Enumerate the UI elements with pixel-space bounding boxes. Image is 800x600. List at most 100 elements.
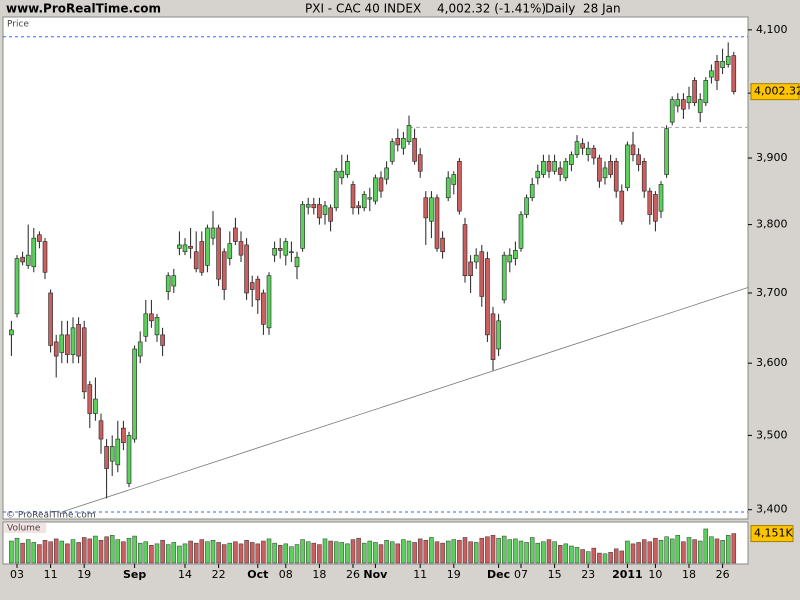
candle-body bbox=[440, 237, 445, 253]
volume-bar bbox=[70, 539, 76, 564]
volume-bar bbox=[641, 539, 647, 564]
candle-body bbox=[283, 241, 289, 256]
volume-bar bbox=[210, 540, 216, 564]
volume-bar bbox=[311, 542, 317, 564]
candle-body bbox=[272, 248, 277, 256]
volume-bar bbox=[37, 544, 42, 564]
volume-bar bbox=[725, 535, 731, 564]
candle-body bbox=[132, 348, 137, 440]
volume-bar bbox=[272, 542, 277, 564]
volume-bar bbox=[591, 547, 597, 564]
candle-body bbox=[692, 80, 697, 104]
candle-body bbox=[277, 248, 283, 251]
volume-bar bbox=[686, 537, 692, 564]
volume-bar bbox=[619, 550, 625, 564]
candle-body bbox=[445, 177, 451, 199]
candle-body bbox=[389, 141, 395, 162]
last-price-tag bbox=[750, 83, 800, 101]
x-tick-label: 08 bbox=[279, 568, 293, 581]
volume-bar bbox=[188, 540, 193, 564]
candle-body bbox=[104, 446, 109, 469]
volume-bar bbox=[692, 539, 697, 564]
volume-bar bbox=[395, 543, 401, 564]
volume-bar bbox=[703, 528, 709, 564]
x-tick-label: 07 bbox=[514, 568, 528, 581]
candle-body bbox=[339, 170, 345, 179]
volume-bar bbox=[137, 542, 143, 564]
volume-bar bbox=[434, 541, 440, 564]
volume-bar bbox=[675, 535, 681, 564]
volume-bar bbox=[457, 540, 462, 564]
volume-title: Volume bbox=[7, 524, 41, 534]
volume-bar bbox=[104, 536, 109, 564]
volume-bar bbox=[266, 538, 272, 564]
volume-bar bbox=[714, 538, 720, 564]
candle-body bbox=[182, 244, 188, 253]
candle-body bbox=[630, 144, 636, 156]
volume-bar bbox=[216, 542, 221, 564]
y-tick-label: 3,600 bbox=[756, 356, 788, 369]
copyright: © ProRealTime.com bbox=[6, 511, 96, 521]
last-change: 4,002.32 (-1.41%) bbox=[437, 2, 546, 16]
x-tick-label: 11 bbox=[44, 568, 58, 581]
volume-bar bbox=[697, 540, 703, 564]
candle-body bbox=[233, 227, 238, 242]
plot: 3,4003,5003,6003,7003,8003,9004,0004,100… bbox=[3, 23, 800, 581]
candle-body bbox=[395, 138, 401, 146]
volume-bar bbox=[479, 537, 485, 564]
candle-body bbox=[115, 438, 121, 466]
last-volume-label: 4,151K bbox=[754, 527, 793, 540]
x-tick-label: 14 bbox=[178, 568, 192, 581]
candle-body bbox=[507, 254, 513, 263]
candle-body bbox=[423, 197, 429, 219]
volume-bar bbox=[317, 544, 322, 564]
candle-body bbox=[165, 275, 171, 292]
candle-body bbox=[289, 251, 294, 254]
candle-body bbox=[345, 161, 350, 175]
candle-body bbox=[636, 154, 641, 165]
candle-body bbox=[193, 251, 199, 270]
volume-bar bbox=[630, 543, 636, 564]
volume-title-bg bbox=[4, 523, 46, 533]
candle-body bbox=[311, 204, 317, 209]
candle-body bbox=[602, 167, 608, 179]
candle-body bbox=[585, 147, 591, 156]
volume-bar bbox=[305, 541, 311, 564]
candle-body bbox=[160, 334, 165, 346]
volume-bar bbox=[507, 539, 513, 564]
candle-body bbox=[384, 167, 389, 180]
x-tick-label: 18 bbox=[682, 568, 696, 581]
volume-bar bbox=[277, 545, 283, 564]
volume-bar bbox=[9, 540, 14, 564]
volume-bar bbox=[154, 543, 160, 564]
volume-bar bbox=[261, 540, 266, 564]
candle-body bbox=[451, 174, 457, 185]
volume-bar bbox=[681, 541, 686, 564]
volume-bar bbox=[42, 540, 48, 564]
y-tick-label: 3,900 bbox=[756, 151, 788, 164]
volume-bar bbox=[669, 538, 675, 564]
candle-body bbox=[266, 275, 272, 329]
x-tick-label: 23 bbox=[581, 568, 595, 581]
volume-bar bbox=[126, 537, 132, 564]
volume-bar bbox=[574, 547, 580, 564]
volume-bar bbox=[14, 537, 20, 564]
volume-bar bbox=[485, 536, 490, 564]
volume-bar bbox=[384, 540, 389, 564]
candle-body bbox=[619, 190, 625, 222]
volume-bar bbox=[423, 540, 429, 564]
candle-body bbox=[703, 80, 709, 104]
volume-bar bbox=[182, 543, 188, 564]
volume-bar bbox=[468, 541, 473, 564]
candle-body bbox=[496, 320, 501, 350]
candle-body bbox=[401, 138, 406, 149]
volume-bar bbox=[76, 542, 81, 564]
candle-body bbox=[373, 177, 378, 202]
candle-body bbox=[468, 261, 473, 277]
volume-bar bbox=[294, 544, 300, 564]
volume-bar bbox=[552, 541, 557, 564]
volume-bar bbox=[417, 538, 423, 564]
volume-bar bbox=[48, 541, 53, 564]
volume-bar bbox=[389, 541, 395, 564]
volume-bar bbox=[333, 541, 339, 564]
